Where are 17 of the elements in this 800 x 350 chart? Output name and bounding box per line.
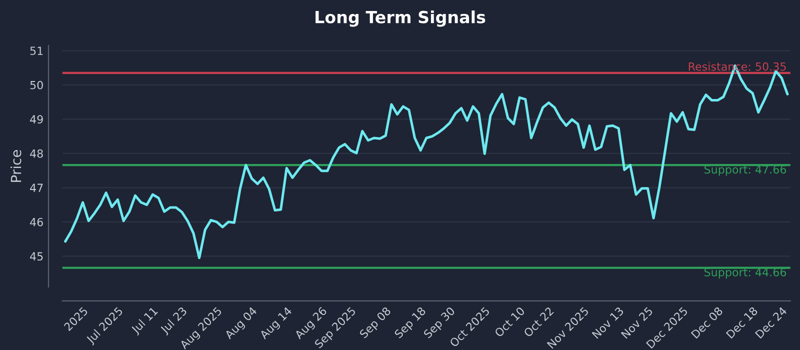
y-tick-label: 51	[30, 46, 43, 56]
y-tick-label: 46	[30, 218, 43, 226]
x-tick-label: Dec 08	[690, 306, 724, 339]
x-tick-label: Jul 23	[159, 306, 189, 336]
line-series	[64, 64, 789, 260]
y-tick-label: 45	[30, 252, 43, 261]
x-tick-label: Oct 22	[523, 306, 554, 338]
x-tick-label: Sep 08	[358, 306, 393, 340]
y-axis-title: Price	[10, 150, 22, 182]
y-tick-label: 47	[30, 184, 43, 192]
x-tick-label: Jul 11	[130, 306, 160, 336]
ref-line-label: Support: 44.66	[704, 268, 786, 279]
y-tick-label: 50	[30, 80, 43, 90]
y-tick-label: 48	[30, 149, 43, 158]
x-tick-label: Oct 10	[494, 306, 526, 338]
chart-title: Long Term Signals	[316, 10, 486, 27]
y-tick-label: 49	[30, 115, 43, 124]
